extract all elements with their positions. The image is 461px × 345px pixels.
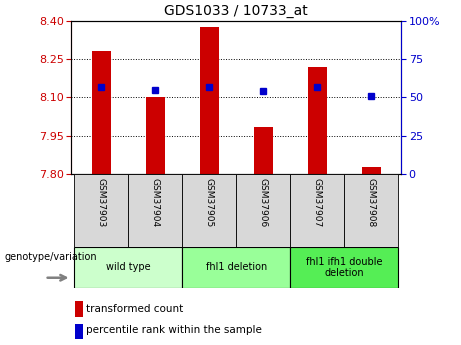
Bar xyxy=(74,247,182,288)
Bar xyxy=(182,174,236,247)
Bar xyxy=(128,174,182,247)
Text: percentile rank within the sample: percentile rank within the sample xyxy=(86,325,262,335)
Bar xyxy=(308,67,327,174)
Bar xyxy=(254,127,273,174)
Bar xyxy=(74,174,128,247)
Bar xyxy=(290,174,344,247)
Bar xyxy=(146,97,165,174)
Text: GSM37903: GSM37903 xyxy=(97,178,106,227)
Text: GSM37904: GSM37904 xyxy=(151,178,160,227)
Bar xyxy=(200,27,219,174)
Bar xyxy=(290,247,398,288)
Text: wild type: wild type xyxy=(106,263,150,272)
Bar xyxy=(75,301,83,317)
Bar xyxy=(182,247,290,288)
Bar xyxy=(75,324,83,339)
Text: GSM37908: GSM37908 xyxy=(367,178,376,227)
Bar xyxy=(236,174,290,247)
Bar xyxy=(344,174,398,247)
Text: GSM37907: GSM37907 xyxy=(313,178,322,227)
Text: genotype/variation: genotype/variation xyxy=(5,252,97,262)
Text: GSM37906: GSM37906 xyxy=(259,178,268,227)
Bar xyxy=(92,51,111,174)
Text: GSM37905: GSM37905 xyxy=(205,178,214,227)
Text: fhl1 ifh1 double
deletion: fhl1 ifh1 double deletion xyxy=(306,257,383,278)
Title: GDS1033 / 10733_at: GDS1033 / 10733_at xyxy=(165,4,308,18)
Text: fhl1 deletion: fhl1 deletion xyxy=(206,263,267,272)
Text: transformed count: transformed count xyxy=(86,304,183,314)
Bar xyxy=(362,167,381,174)
